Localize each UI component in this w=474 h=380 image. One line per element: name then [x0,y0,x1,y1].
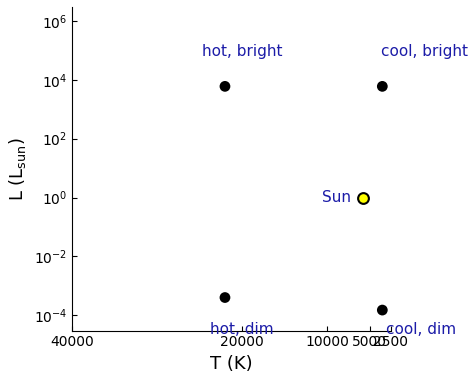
Text: Sun: Sun [322,190,351,205]
Point [221,294,229,301]
Point [359,195,366,201]
Point [379,307,386,313]
Text: hot, dim: hot, dim [210,322,274,337]
Y-axis label: L (L$_{\rm sun}$): L (L$_{\rm sun}$) [7,137,28,201]
X-axis label: T (K): T (K) [210,355,253,373]
Point [221,83,229,89]
Text: hot, bright: hot, bright [202,44,282,59]
Text: cool, dim: cool, dim [386,322,456,337]
Point [379,83,386,89]
Text: cool, bright: cool, bright [382,44,468,59]
